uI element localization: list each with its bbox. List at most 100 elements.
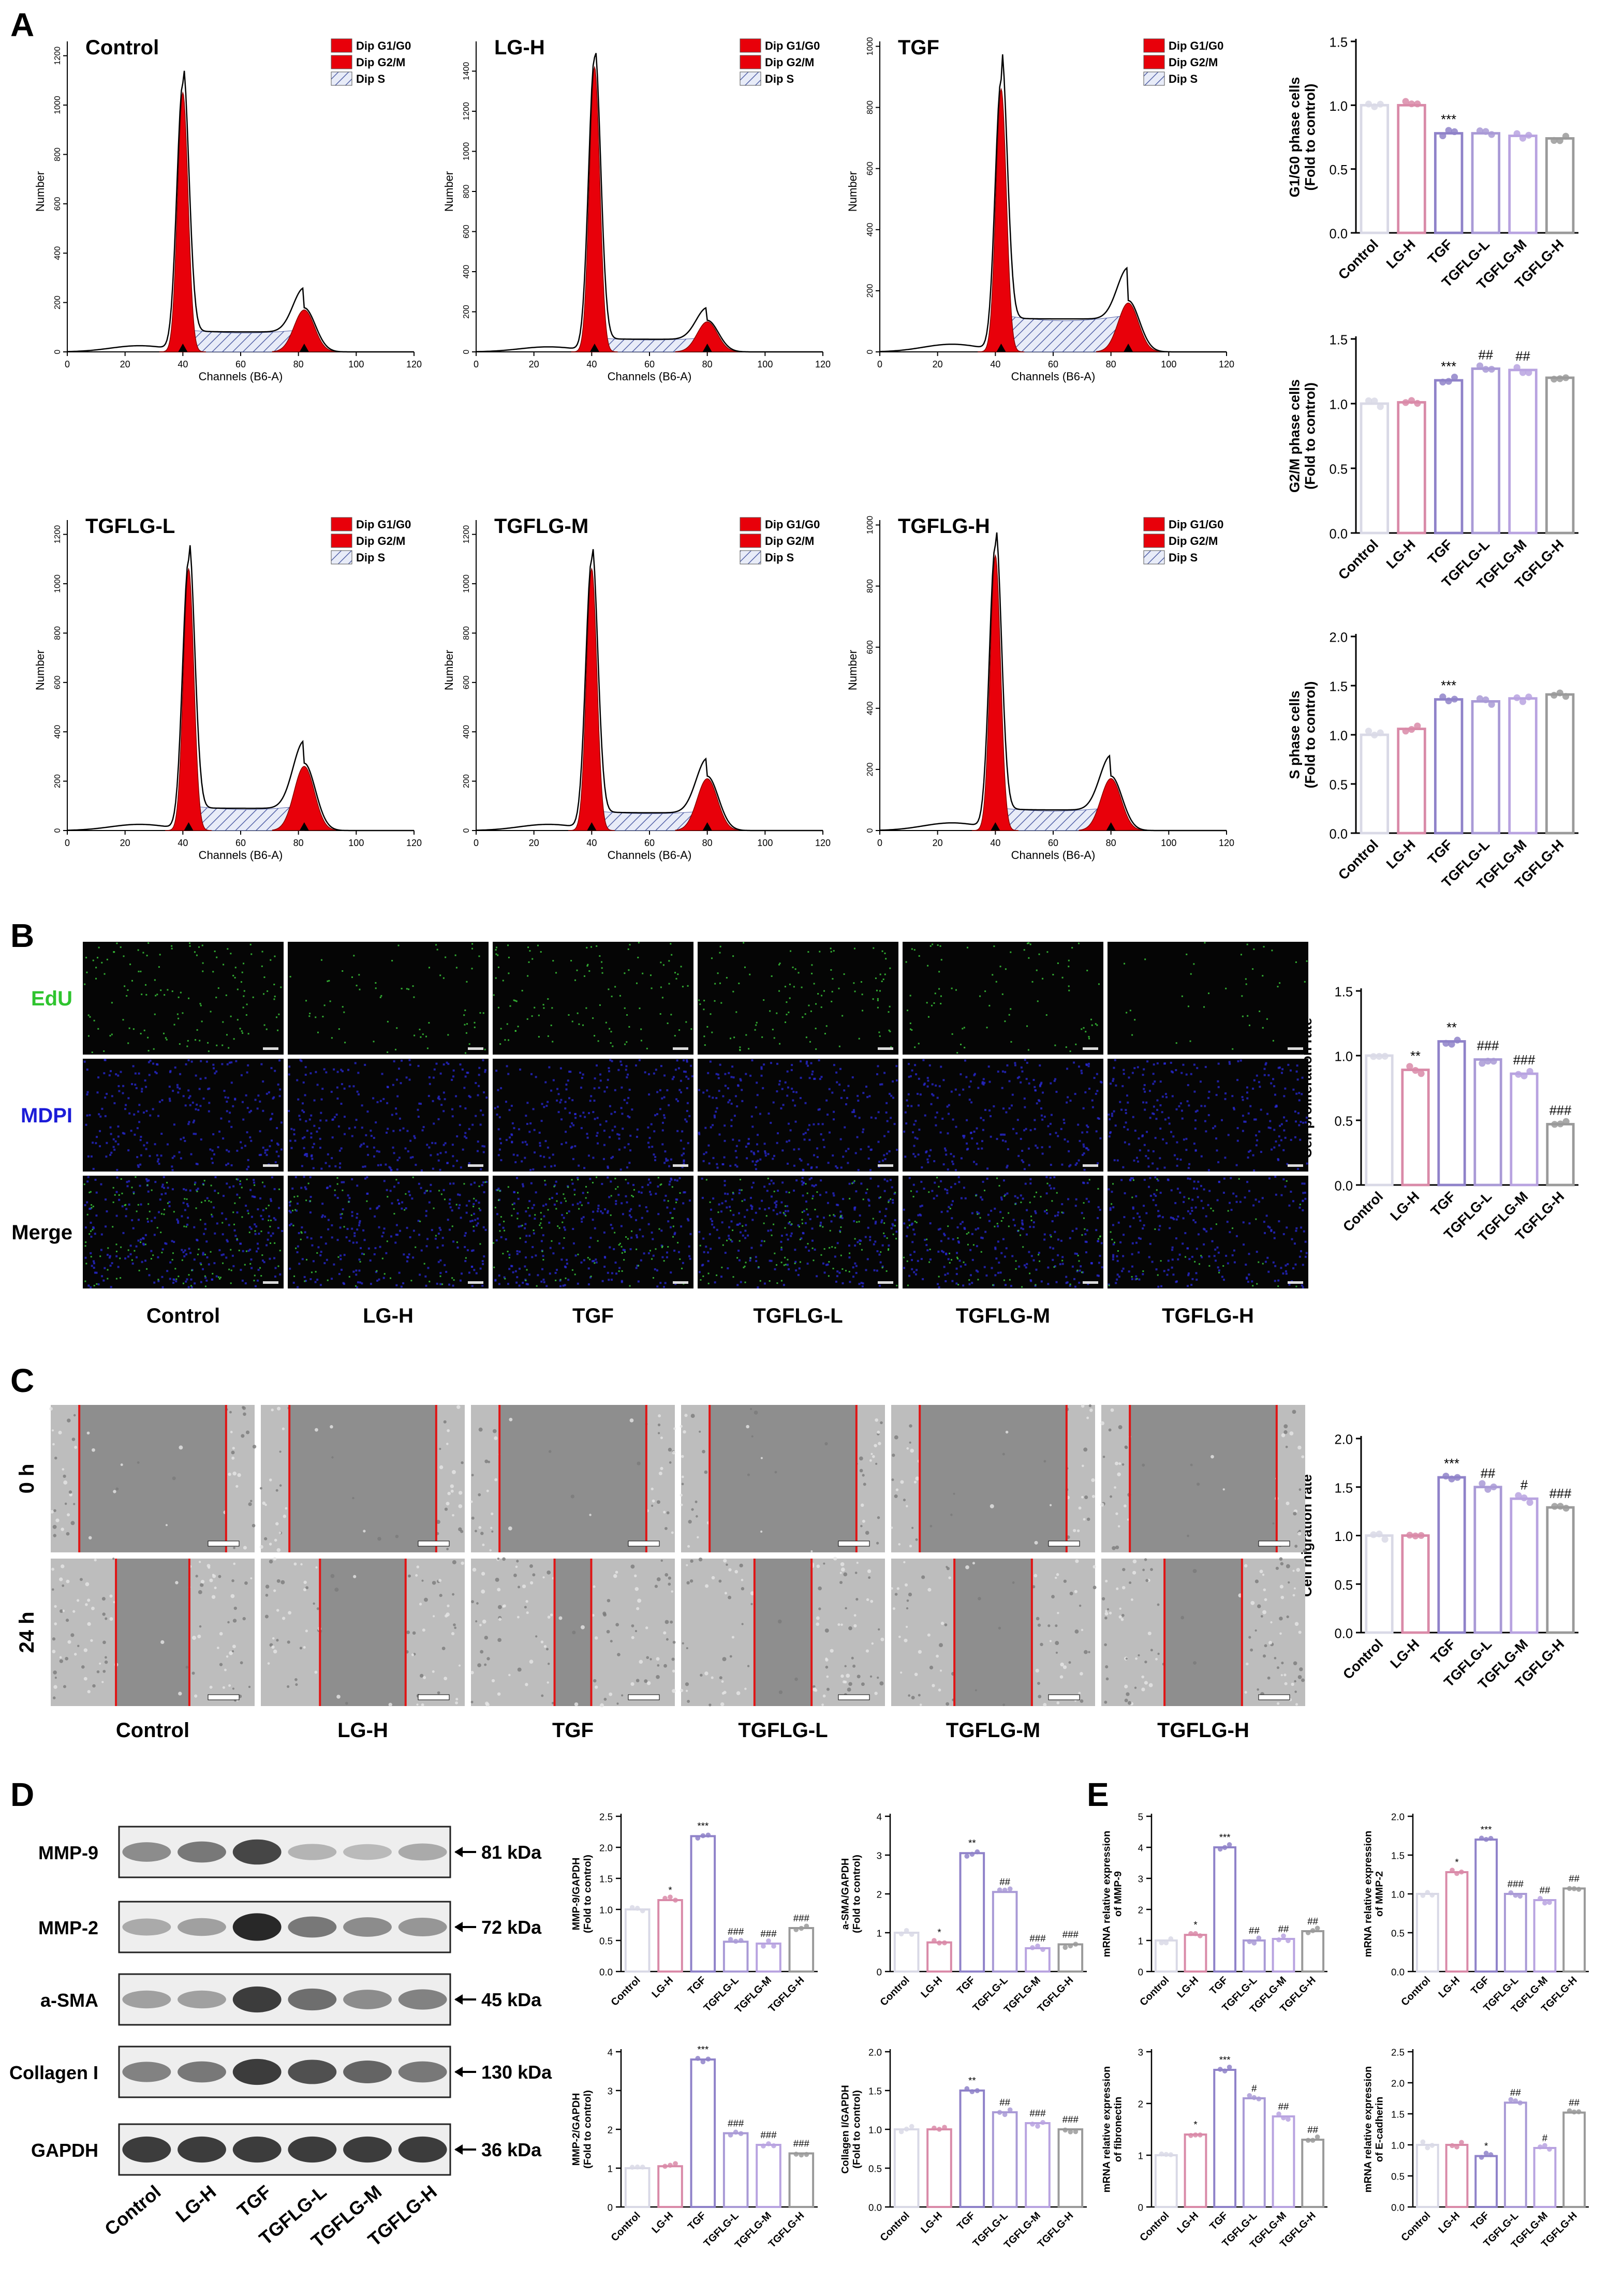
nucleus-dot: [572, 1228, 574, 1231]
nucleus-dot: [86, 1180, 89, 1183]
data-point: [1193, 1931, 1198, 1936]
nucleus-dot: [381, 1073, 383, 1075]
nucleus-dot: [908, 1219, 910, 1221]
nucleus-dot: [220, 1117, 223, 1120]
nucleus-dot: [422, 1125, 425, 1128]
data-point: [1227, 1842, 1232, 1847]
nucleus-dot: [1016, 1119, 1019, 1121]
nucleus-dot: [483, 1255, 485, 1257]
nucleus-dot: [161, 1276, 164, 1278]
nucleus-dot: [852, 1109, 855, 1112]
edu-dot: [884, 952, 886, 954]
edu-dot: [197, 1253, 199, 1255]
nucleus-dot: [607, 1210, 609, 1212]
nucleus-dot: [375, 1121, 377, 1124]
nucleus-dot: [96, 1136, 98, 1138]
data-point: [1425, 1890, 1430, 1895]
edu-dot: [995, 981, 997, 983]
x-tick-label: 100: [757, 838, 773, 848]
nucleus-dot: [195, 1163, 198, 1165]
nucleus-dot: [755, 1161, 758, 1163]
nucleus-dot: [597, 1205, 600, 1207]
histogram-envelope: [879, 54, 1227, 353]
edu-dot: [300, 1231, 302, 1233]
nucleus-dot: [535, 1191, 537, 1194]
nucleus-dot: [975, 1269, 978, 1272]
nucleus-dot: [144, 1079, 146, 1082]
nucleus-dot: [580, 1218, 583, 1220]
data-point: [1515, 1492, 1522, 1499]
edu-dot: [183, 1225, 185, 1227]
nucleus-dot: [661, 1143, 664, 1146]
nucleus-dot: [727, 1193, 729, 1195]
edu-dot: [564, 1197, 566, 1199]
nucleus-dot: [530, 1073, 533, 1075]
nucleus-dot: [721, 1221, 724, 1224]
x-tick-label: 20: [529, 359, 539, 369]
edu-dot: [707, 1272, 710, 1275]
nucleus-dot: [272, 1232, 274, 1235]
edu-dot: [1069, 1283, 1071, 1285]
data-point: [1479, 2155, 1484, 2160]
nucleus-dot: [1186, 1100, 1189, 1103]
nucleus-dot: [1283, 1116, 1286, 1119]
nucleus-dot: [743, 1198, 746, 1201]
nucleus-dot: [811, 1227, 814, 1230]
nucleus-dot: [788, 1139, 791, 1142]
nucleus-dot: [389, 1190, 392, 1192]
nucleus-dot: [406, 1256, 409, 1258]
nucleus-dot: [338, 1149, 341, 1152]
nucleus-dot: [724, 1139, 726, 1142]
nucleus-dot: [1108, 1135, 1111, 1138]
nucleus-dot: [278, 1207, 280, 1209]
y-tick-label: 400: [53, 246, 62, 260]
edu-dot: [202, 962, 204, 964]
edu-dot: [1190, 973, 1192, 975]
edu-dot: [174, 1268, 176, 1270]
nucleus-dot: [456, 1160, 459, 1162]
edu-dot: [1036, 969, 1038, 971]
nucleus-dot: [1178, 1105, 1180, 1107]
nucleus-dot: [627, 1073, 629, 1076]
nucleus-dot: [498, 1148, 501, 1151]
nucleus-dot: [568, 1210, 570, 1212]
nucleus-dot: [813, 1185, 816, 1188]
nucleus-dot: [115, 1191, 118, 1193]
nucleus-dot: [1109, 1132, 1112, 1134]
edu-dot: [785, 1214, 787, 1217]
nucleus-dot: [257, 1247, 259, 1250]
nucleus-dot: [816, 1275, 818, 1278]
nucleus-dot: [534, 1151, 536, 1154]
edu-dot: [1000, 1220, 1002, 1222]
edu-dot: [957, 1237, 959, 1239]
nucleus-dot: [746, 1209, 748, 1211]
nucleus-dot: [574, 1145, 577, 1148]
nucleus-dot: [473, 1203, 475, 1205]
nucleus-dot: [473, 1212, 476, 1215]
nucleus-dot: [186, 1278, 188, 1281]
nucleus-dot: [424, 1275, 427, 1278]
edu-dot: [412, 985, 414, 987]
edu-dot: [265, 1207, 267, 1209]
nucleus-dot: [618, 1137, 621, 1140]
data-point: [932, 2125, 937, 2131]
legend-swatch: [740, 55, 761, 69]
edu-dot: [780, 1280, 783, 1282]
nucleus-dot: [1039, 1085, 1041, 1088]
nucleus-dot: [1006, 1064, 1009, 1066]
nucleus-dot: [549, 1272, 551, 1275]
edu-dot: [761, 1036, 763, 1038]
nucleus-dot: [86, 1091, 89, 1093]
nucleus-dot: [1045, 1176, 1048, 1178]
edu-dot: [786, 1014, 788, 1016]
edu-dot: [451, 1277, 453, 1279]
nucleus-dot: [1057, 1254, 1059, 1256]
nucleus-dot: [1060, 1239, 1062, 1242]
nucleus-dot: [786, 1234, 788, 1236]
edu-dot: [659, 1013, 661, 1015]
nucleus-dot: [464, 1260, 467, 1263]
bar-control: [1154, 2154, 1178, 2208]
nucleus-dot: [396, 1199, 399, 1202]
nucleus-dot: [226, 1110, 228, 1113]
